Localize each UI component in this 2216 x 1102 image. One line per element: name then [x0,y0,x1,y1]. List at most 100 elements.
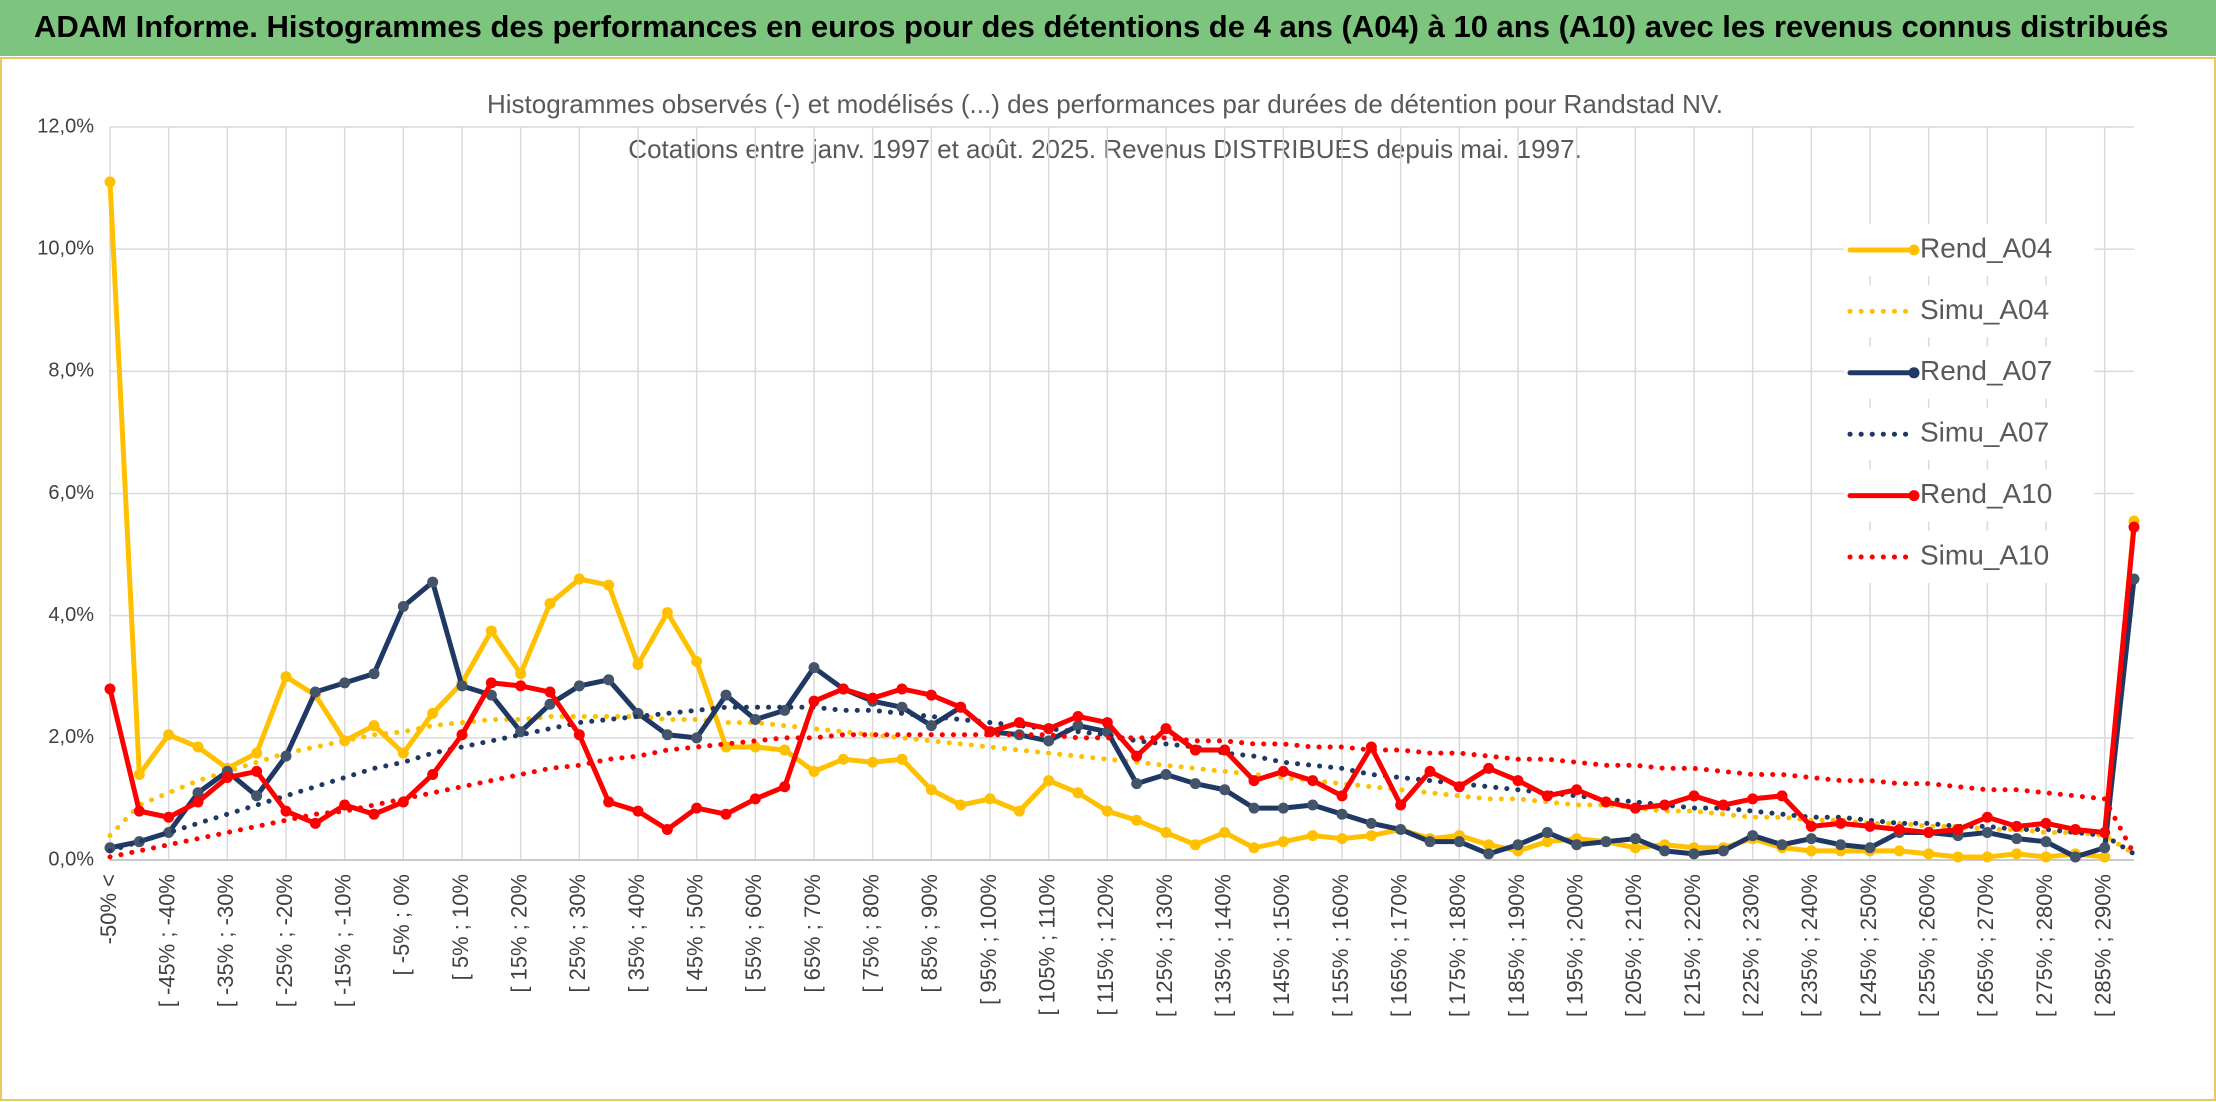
data-point [603,579,615,591]
data-point [544,698,556,710]
data-point [867,756,879,768]
data-point [573,680,585,692]
y-tick-label: 0,0% [48,848,94,870]
data-point [1923,827,1935,839]
legend-marker [1908,490,1920,502]
x-tick-label: [ 35% ; 40% [624,874,649,993]
x-tick-label: [ 175% ; 180% [1445,874,1470,1017]
x-tick-label: [ 225% ; 230% [1738,874,1763,1017]
data-point [1160,768,1172,780]
model-line [107,732,2137,860]
x-tick-label: [ 135% ; 140% [1210,874,1235,1017]
data-point [661,729,673,741]
data-point [1923,848,1935,860]
data-point [1336,790,1348,802]
data-point [1952,851,1964,863]
data-point [749,714,761,726]
legend-label: Rend_A04 [1920,232,2052,263]
data-point [779,744,791,756]
data-point [368,808,380,820]
legend-marker [1908,367,1920,379]
x-tick-label: [ 15% ; 20% [506,874,531,993]
data-point [691,655,703,667]
data-point [1248,802,1260,814]
data-point [1571,839,1583,851]
data-point [427,576,439,588]
data-point [1717,799,1729,811]
data-point [837,753,849,765]
x-tick-label: [ -35% ; -30% [213,874,238,1007]
data-point [1189,778,1201,790]
data-point [1981,851,1993,863]
data-point [368,720,380,732]
x-tick-label: [ -5% ; 0% [389,874,414,975]
data-point [1629,802,1641,814]
data-point [896,753,908,765]
x-tick-label: [ 55% ; 60% [741,874,766,993]
x-tick-label: [ 105% ; 110% [1034,874,1059,1015]
data-point [1453,836,1465,848]
data-point [309,817,321,829]
data-point [720,689,732,701]
data-point [1805,820,1817,832]
data-point [1395,823,1407,835]
data-point [808,662,820,674]
data-point [808,695,820,707]
data-point [1336,808,1348,820]
data-point [427,707,439,719]
legend-label: Simu_A10 [1920,539,2049,570]
data-point [1483,848,1495,860]
data-point [2040,836,2052,848]
data-point [397,601,409,613]
data-point [1043,775,1055,787]
data-point [1219,784,1231,796]
x-tick-label: [ 165% ; 170% [1386,874,1411,1017]
data-point [925,689,937,701]
data-point [1101,717,1113,729]
data-point [1453,781,1465,793]
data-point [104,842,116,854]
chart-title: Histogrammes observés (-) et modélisés (… [487,89,1723,119]
data-point [515,668,527,680]
data-point [368,668,380,680]
data-point [2099,851,2111,863]
data-point [1659,799,1671,811]
data-point [544,597,556,609]
y-tick-label: 10,0% [37,237,94,259]
data-point [632,805,644,817]
data-point [1365,830,1377,842]
data-point [192,796,204,808]
x-tick-label: [ 45% ; 50% [682,874,707,993]
data-point [221,772,233,784]
data-point [925,784,937,796]
data-point [1952,823,1964,835]
data-point [1659,845,1671,857]
data-point [1776,790,1788,802]
data-point [2069,823,2081,835]
data-point [104,176,116,188]
data-point [1512,775,1524,787]
data-point [808,765,820,777]
y-tick-label: 2,0% [48,726,94,748]
x-tick-label: [ 245% ; 250% [1856,874,1881,1017]
data-point [1893,845,1905,857]
data-point [192,787,204,799]
data-point [133,768,145,780]
x-tick-label: [ 65% ; 70% [800,874,825,993]
data-point [1541,827,1553,839]
data-point [1160,827,1172,839]
chart-frame [0,57,2216,1101]
x-tick-label: [ 215% ; 220% [1680,874,1705,1017]
data-point [339,677,351,689]
data-point [1307,799,1319,811]
data-point [1189,744,1201,756]
data-point [485,677,497,689]
data-point [1277,802,1289,814]
x-tick-label: [ 95% ; 100% [976,874,1001,1005]
data-point [984,793,996,805]
y-tick-label: 8,0% [48,360,94,382]
data-point [1629,833,1641,845]
data-point [2040,851,2052,863]
data-point [749,793,761,805]
data-point [1629,842,1641,854]
